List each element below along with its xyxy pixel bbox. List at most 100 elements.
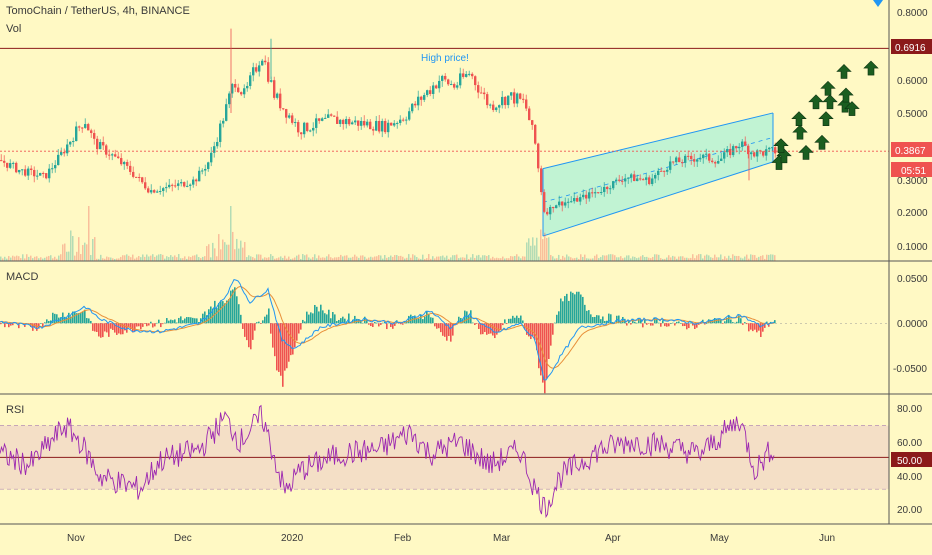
macd-pane bbox=[0, 279, 889, 394]
macd-histogram-bar bbox=[116, 323, 118, 335]
macd-histogram-bar bbox=[206, 315, 208, 324]
macd-histogram-bar bbox=[572, 292, 574, 324]
volume-bar bbox=[240, 240, 242, 261]
forecast-arrow-icon bbox=[844, 101, 860, 116]
macd-histogram-bar bbox=[618, 315, 620, 324]
volume-bar bbox=[706, 254, 708, 261]
volume-bar bbox=[156, 255, 158, 261]
macd-histogram-bar bbox=[294, 323, 296, 348]
volume-bar bbox=[508, 258, 510, 261]
volume-bar bbox=[642, 255, 644, 261]
candle-body bbox=[582, 194, 585, 198]
macd-histogram-bar bbox=[252, 323, 254, 340]
volume-bar bbox=[120, 256, 122, 261]
volume-bar bbox=[526, 242, 528, 261]
volume-bar bbox=[524, 256, 526, 261]
macd-histogram-bar bbox=[162, 323, 164, 325]
candle-body bbox=[738, 146, 741, 149]
candle-body bbox=[438, 80, 441, 89]
macd-histogram-bar bbox=[104, 323, 106, 332]
volume-bar bbox=[380, 255, 382, 261]
macd-histogram-bar bbox=[226, 300, 228, 324]
volume-bar bbox=[234, 249, 236, 261]
volume-bar bbox=[216, 256, 218, 261]
volume-bar bbox=[340, 254, 342, 261]
candle-body bbox=[735, 146, 738, 149]
volume-bar bbox=[236, 238, 238, 261]
macd-histogram-bar bbox=[658, 322, 660, 324]
candle-body bbox=[321, 118, 324, 121]
macd-histogram-bar bbox=[470, 310, 472, 324]
macd-histogram-bar bbox=[520, 315, 522, 324]
volume-bar bbox=[726, 258, 728, 261]
volume-bar bbox=[602, 255, 604, 261]
candle-body bbox=[684, 155, 687, 163]
macd-histogram-bar bbox=[66, 317, 68, 324]
volume-bar bbox=[190, 257, 192, 261]
volume-bar bbox=[388, 257, 390, 261]
candle-body bbox=[348, 119, 351, 125]
macd-histogram-bar bbox=[620, 321, 622, 324]
candle-body bbox=[21, 169, 24, 171]
candle-body bbox=[288, 115, 291, 118]
candle-body bbox=[744, 141, 747, 146]
candle-body bbox=[636, 178, 639, 182]
macd-histogram-bar bbox=[662, 320, 664, 324]
volume-bar bbox=[668, 255, 670, 261]
macd-histogram-bar bbox=[176, 322, 178, 324]
volume-bar bbox=[316, 258, 318, 261]
volume-bar bbox=[702, 258, 704, 261]
macd-histogram-bar bbox=[264, 316, 266, 324]
macd-histogram-bar bbox=[118, 323, 120, 334]
candle-body bbox=[393, 123, 396, 126]
candle-body bbox=[570, 201, 573, 203]
volume-bar bbox=[750, 254, 752, 261]
volume-bar bbox=[740, 257, 742, 261]
volume-bar bbox=[282, 257, 284, 261]
macd-histogram-bar bbox=[276, 323, 278, 371]
macd-histogram-bar bbox=[114, 323, 116, 333]
macd-histogram-bar bbox=[682, 323, 684, 327]
candle-body bbox=[375, 120, 378, 131]
candle-body bbox=[267, 62, 270, 82]
macd-histogram-bar bbox=[222, 301, 224, 324]
macd-histogram-bar bbox=[80, 312, 82, 324]
candle-body bbox=[105, 145, 108, 155]
volume-bar bbox=[596, 254, 598, 261]
candle-body bbox=[459, 73, 462, 86]
candle-body bbox=[201, 170, 204, 172]
candle-body bbox=[360, 120, 363, 126]
candle-body bbox=[468, 73, 471, 75]
candle-body bbox=[72, 141, 75, 143]
macd-histogram-bar bbox=[512, 315, 514, 324]
candle-body bbox=[441, 75, 444, 81]
volume-bar bbox=[630, 258, 632, 261]
macd-histogram-bar bbox=[742, 323, 744, 325]
alert-marker-icon[interactable] bbox=[873, 0, 883, 7]
macd-histogram-bar bbox=[518, 317, 520, 324]
candle-body bbox=[357, 120, 360, 126]
volume-bar bbox=[56, 258, 58, 261]
volume-bar bbox=[582, 256, 584, 261]
candle-body bbox=[756, 150, 759, 157]
candle-body bbox=[753, 152, 756, 157]
volume-bar bbox=[40, 257, 42, 261]
candle-body bbox=[597, 192, 600, 194]
volume-bar bbox=[134, 258, 136, 261]
macd-histogram-bar bbox=[332, 312, 334, 324]
macd-histogram-bar bbox=[302, 319, 304, 324]
macd-histogram-bar bbox=[472, 322, 474, 324]
candle-body bbox=[234, 83, 237, 88]
macd-histogram-bar bbox=[640, 319, 642, 324]
volume-bar bbox=[684, 257, 686, 261]
candle-body bbox=[639, 178, 642, 180]
candle-body bbox=[195, 179, 198, 182]
volume-bar bbox=[16, 255, 18, 261]
candle-body bbox=[171, 184, 174, 186]
candle-body bbox=[165, 187, 168, 189]
volume-bar bbox=[62, 244, 64, 261]
macd-histogram-bar bbox=[208, 309, 210, 324]
macd-histogram-bar bbox=[382, 322, 384, 324]
volume-bar bbox=[430, 258, 432, 261]
